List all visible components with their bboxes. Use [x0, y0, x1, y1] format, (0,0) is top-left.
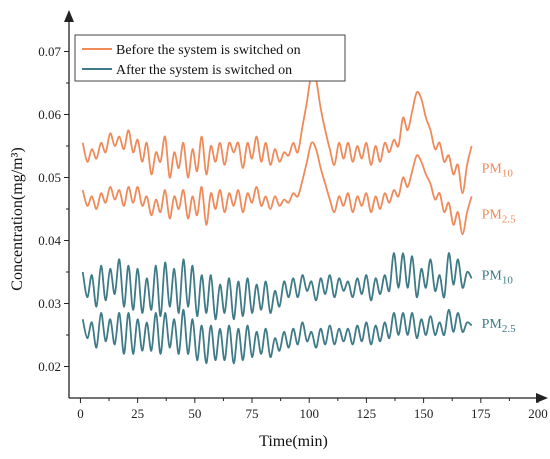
y-tick-label: 0.04 [38, 233, 61, 248]
y-tick-label: 0.05 [38, 170, 61, 185]
y-tick-label: 0.06 [38, 107, 61, 122]
ticks: 0 25 50 75 100 125 150 175 200 0.02 0.03 0.04 0.05 0.… [38, 44, 548, 421]
legend-box [74, 34, 346, 82]
x-tick-label: 125 [357, 406, 377, 421]
x-tick-label: 75 [246, 406, 259, 421]
plot-lines [81, 71, 473, 365]
y-tick-label: 0.07 [38, 44, 61, 59]
x-axis-arrow [536, 393, 548, 403]
x-tick-label: 25 [131, 406, 144, 421]
x-tick-label: 0 [77, 406, 84, 421]
y-tick-label: 0.03 [38, 296, 61, 311]
series-tag-label: PM10 [482, 161, 514, 179]
y-tick-label: 0.02 [38, 359, 61, 374]
y-axis-arrow [64, 10, 74, 22]
series-tags: PM10 PM2.5 PM10 PM2.5 [482, 161, 516, 335]
x-tick-label: 50 [188, 406, 201, 421]
legend-label: After the system is switched on [116, 63, 292, 78]
x-tick-label: 150 [414, 406, 434, 421]
y-axis-title: Concentration(mg/m³) [9, 147, 26, 290]
legend-label: Before the system is switched on [116, 43, 301, 58]
series-line-after-pm10 [81, 252, 473, 321]
series-tag-label: PM2.5 [482, 208, 516, 226]
series-line-after-pm25 [81, 308, 473, 365]
x-tick-label: 200 [528, 406, 548, 421]
series-tag-label: PM2.5 [482, 317, 516, 335]
x-tick-label: 100 [299, 406, 319, 421]
x-axis-title: Time(min) [259, 433, 328, 450]
series-line-before-pm10 [81, 71, 473, 195]
legend: Before the system is switched on After th… [74, 34, 346, 82]
series-line-before-pm25 [81, 141, 473, 236]
series-tag-label: PM10 [482, 268, 514, 286]
x-tick-label: 175 [471, 406, 491, 421]
